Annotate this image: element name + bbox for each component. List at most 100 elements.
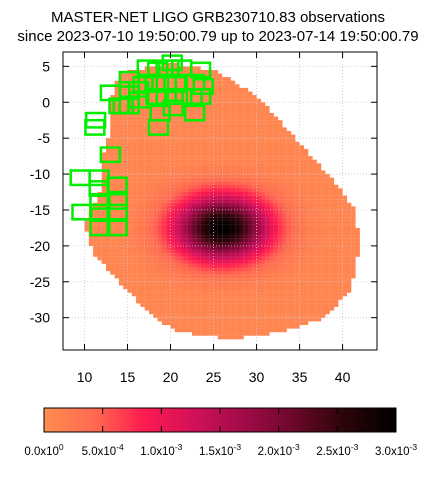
heatmap-cell: [243, 235, 249, 239]
heatmap-cell: [308, 202, 313, 207]
heatmap-cell: [252, 267, 257, 272]
heatmap-cell: [144, 66, 150, 71]
heatmap-cell: [101, 249, 107, 254]
heatmap-cell: [127, 134, 132, 139]
heatmap-cell: [295, 227, 300, 232]
heatmap-cell: [114, 152, 119, 157]
heatmap-cell: [204, 152, 210, 157]
heatmap-cell: [140, 152, 145, 157]
heatmap-cell: [118, 170, 124, 175]
heatmap-cell: [334, 192, 339, 196]
heatmap-cell: [170, 253, 175, 257]
heatmap-cell: [291, 289, 296, 293]
heatmap-cell: [308, 170, 313, 175]
heatmap-cell: [351, 238, 356, 243]
heatmap-cell: [239, 138, 244, 142]
heatmap-cell: [200, 253, 205, 257]
heatmap-cell: [209, 278, 214, 282]
heatmap-cell: [217, 210, 223, 214]
heatmap-cell: [303, 227, 309, 232]
heatmap-cell: [166, 192, 171, 196]
heatmap-cell: [213, 80, 218, 85]
heatmap-cell: [196, 306, 201, 311]
heatmap-cell: [217, 163, 223, 167]
heatmap-cell: [235, 303, 240, 307]
heatmap-cell: [291, 174, 296, 178]
heatmap-cell: [187, 310, 193, 315]
heatmap-cell: [174, 95, 180, 99]
heatmap-cell: [291, 220, 296, 225]
heatmap-cell: [192, 170, 197, 175]
heatmap-cell: [196, 202, 201, 207]
chart-title-line2: since 2023-07-10 19:50:00.79 up to 2023-…: [17, 28, 418, 45]
heatmap-cell: [136, 289, 141, 293]
heatmap-cell: [299, 289, 304, 293]
heatmap-cell: [278, 177, 283, 182]
heatmap-cell: [101, 231, 107, 236]
heatmap-cell: [144, 163, 150, 167]
heatmap-cell: [118, 213, 124, 218]
heatmap-cell: [192, 141, 197, 146]
heatmap-cell: [213, 224, 218, 228]
heatmap-cell: [273, 188, 279, 193]
heatmap-cell: [127, 138, 132, 142]
heatmap-cell: [157, 256, 162, 261]
heatmap-cell: [200, 195, 205, 200]
heatmap-cell: [282, 278, 287, 282]
heatmap-cell: [278, 224, 283, 228]
heatmap-cell: [273, 274, 279, 279]
heatmap-cell: [114, 224, 119, 228]
heatmap-cell: [97, 242, 102, 246]
heatmap-cell: [334, 296, 339, 300]
heatmap-cell: [166, 220, 171, 225]
heatmap-cell: [222, 116, 227, 121]
heatmap-cell: [166, 253, 171, 257]
heatmap-cell: [273, 217, 279, 221]
heatmap-cell: [123, 156, 128, 160]
heatmap-cell: [157, 227, 162, 232]
heatmap-cell: [161, 267, 167, 272]
heatmap-cell: [149, 220, 154, 225]
heatmap-cell: [110, 105, 115, 110]
heatmap-cell: [136, 163, 141, 167]
heatmap-cell: [222, 256, 227, 261]
heatmap-cell: [239, 131, 244, 135]
heatmap-cell: [252, 113, 257, 117]
heatmap-cell: [252, 249, 257, 254]
heatmap-cell: [200, 324, 205, 329]
heatmap-cell: [161, 281, 167, 286]
heatmap-cell: [209, 317, 214, 322]
heatmap-cell: [273, 206, 279, 211]
heatmap-cell: [149, 231, 154, 236]
heatmap-cell: [213, 235, 218, 239]
heatmap-cell: [278, 292, 283, 297]
heatmap-cell: [118, 127, 124, 132]
heatmap-cell: [325, 235, 330, 239]
heatmap-cell: [295, 278, 300, 282]
heatmap-cell: [312, 227, 317, 232]
heatmap-cell: [278, 181, 283, 185]
heatmap-cell: [303, 163, 309, 167]
heatmap-cell: [286, 227, 292, 232]
heatmap-cell: [118, 102, 124, 106]
heatmap-cell: [222, 314, 227, 318]
heatmap-cell: [153, 245, 158, 250]
heatmap-cell: [303, 202, 309, 207]
heatmap-cell: [118, 245, 124, 250]
heatmap-cell: [256, 235, 261, 239]
heatmap-cell: [106, 263, 111, 268]
heatmap-cell: [265, 188, 270, 193]
heatmap-cell: [230, 113, 236, 117]
heatmap-cell: [312, 306, 317, 311]
heatmap-cell: [239, 166, 244, 171]
heatmap-cell: [342, 199, 347, 203]
heatmap-cell: [278, 235, 283, 239]
heatmap-cell: [204, 192, 210, 196]
heatmap-cell: [136, 263, 141, 268]
heatmap-cell: [157, 224, 162, 228]
heatmap-cell: [183, 98, 188, 103]
heatmap-cell: [131, 195, 137, 200]
heatmap-cell: [222, 152, 227, 157]
heatmap-cell: [312, 249, 317, 254]
heatmap-cell: [316, 260, 322, 264]
